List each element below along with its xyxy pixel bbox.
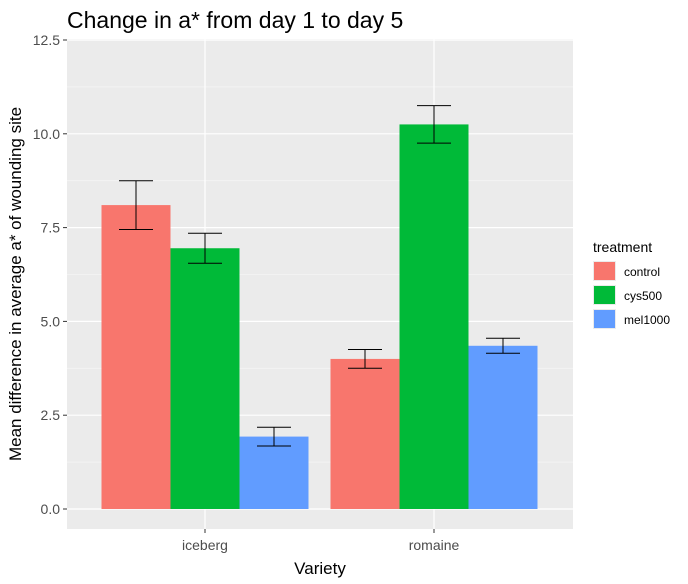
y-axis-title: Mean difference in average a* of woundin… [6, 107, 25, 461]
y-axis-tick-label: 10.0 [33, 126, 60, 142]
legend-title: treatment [593, 239, 652, 255]
bar-iceberg-mel1000 [239, 436, 309, 509]
legend: treatment control cys500 mel1000 [593, 239, 670, 329]
y-axis-tick-label: 2.5 [41, 407, 61, 423]
axes-layer: 0.0 2.5 5.0 7.5 10.0 12.5 iceberg romaine [33, 32, 460, 553]
y-axis-tick-label: 0.0 [41, 501, 61, 517]
chart-title: Change in a* from day 1 to day 5 [67, 7, 403, 33]
legend-label-cys500: cys500 [624, 289, 662, 303]
bars-layer [101, 124, 538, 510]
legend-label-mel1000: mel1000 [624, 313, 670, 327]
y-axis-tick-label: 5.0 [41, 313, 61, 329]
x-axis-title: Variety [294, 559, 346, 578]
y-axis-tick-label: 12.5 [33, 32, 60, 48]
x-axis-tick-label: iceberg [182, 537, 228, 553]
legend-label-control: control [624, 265, 660, 279]
legend-swatch-control [594, 262, 615, 280]
error-bars-layer [119, 105, 520, 447]
legend-items: control cys500 mel1000 [593, 261, 670, 329]
bar-romaine-cys500 [399, 124, 469, 510]
bar-iceberg-cys500 [170, 248, 240, 509]
bar-iceberg-control [101, 205, 171, 509]
bar-romaine-mel1000 [468, 345, 538, 509]
legend-swatch-cys500 [594, 286, 615, 304]
bar-romaine-control [330, 358, 400, 509]
legend-swatch-mel1000 [594, 310, 615, 328]
y-axis-tick-label: 7.5 [41, 220, 61, 236]
x-axis-tick-label: romaine [409, 537, 460, 553]
